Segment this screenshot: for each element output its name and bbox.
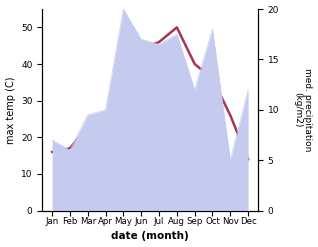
- Y-axis label: med. precipitation
(kg/m2): med. precipitation (kg/m2): [293, 68, 313, 152]
- X-axis label: date (month): date (month): [111, 231, 189, 242]
- Y-axis label: max temp (C): max temp (C): [5, 76, 16, 144]
